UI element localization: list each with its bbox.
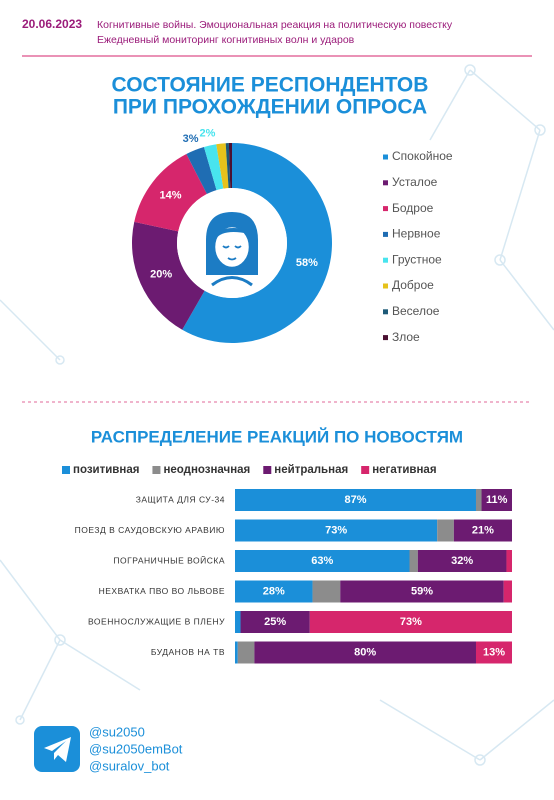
donut-chart: 58% 20% 14% 3% 2% (132, 128, 332, 343)
legend-label: Доброе (392, 278, 434, 292)
bar-segment (417, 550, 507, 572)
legend-swatch (263, 466, 272, 474)
data-label: 25% (264, 616, 286, 628)
legend-swatch (383, 283, 388, 289)
bar-segment (254, 641, 476, 664)
donut-slice (228, 143, 232, 189)
bar-segment (240, 611, 310, 633)
face-icon (177, 188, 287, 298)
data-label: 73% (400, 616, 422, 628)
data-label: 80% (354, 646, 376, 658)
legend-label: негативная (372, 464, 436, 476)
legend-swatch (383, 257, 388, 263)
category-label: ПОГРАНИЧНЫЕ ВОЙСКА (113, 554, 225, 565)
bar-segment (235, 641, 238, 664)
handle: @su2050 (89, 724, 145, 739)
category-label: ПОЕЗД В САУДОВСКУЮ АРАВИЮ (75, 525, 225, 535)
legend-label: Злое (392, 330, 420, 344)
donut-slice (182, 143, 332, 343)
category-label: НЕХВАТКА ПВО ВО ЛЬВОВЕ (99, 586, 225, 596)
donut-slice (216, 143, 229, 189)
bar-chart: позитивная неоднозначная нейтральная негати… (62, 464, 512, 664)
chart-title: СОСТОЯНИЕ РЕСПОНДЕНТОВ (112, 74, 429, 97)
bar-segment (481, 489, 512, 511)
data-label: 11% (486, 494, 508, 506)
background-network (0, 64, 554, 766)
bar-segment (475, 641, 512, 664)
bar-segment (437, 519, 454, 542)
data-label: 58% (296, 257, 318, 269)
data-label: 2% (199, 128, 215, 140)
bar-segment (235, 580, 313, 603)
data-label: 21% (472, 524, 494, 536)
legend-label: Веселое (392, 304, 440, 318)
telegram-icon (34, 726, 80, 772)
legend: Спокойное Усталое Бодрое Нервное Грустное Доб… (383, 149, 453, 344)
legend-swatch (383, 335, 388, 341)
bar-segment (237, 641, 255, 664)
bar-segment (235, 611, 241, 633)
bar-segment (503, 580, 512, 603)
donut-slice (132, 221, 205, 330)
handle: @suralov_bot (89, 758, 170, 773)
legend-swatch (383, 206, 388, 212)
data-label: 59% (411, 585, 433, 597)
legend-swatch (152, 466, 161, 474)
legend-swatch (62, 466, 70, 474)
bar-segment (506, 550, 512, 572)
bar-segment (475, 489, 482, 511)
chart-title: ПРИ ПРОХОЖДЕНИИ ОПРОСА (113, 96, 427, 119)
bar-segment (235, 519, 438, 542)
donut-slice (203, 144, 224, 191)
legend-label: Бодрое (392, 201, 434, 215)
data-label: 14% (160, 190, 182, 202)
data-label: 28% (263, 585, 285, 597)
legend-swatch (361, 466, 370, 474)
handle: @su2050emBot (89, 741, 183, 756)
data-label: 63% (311, 555, 333, 567)
bar-segment (340, 580, 504, 603)
legend-swatch (383, 231, 388, 237)
data-label: 20% (150, 268, 172, 280)
chart-title: РАСПРЕДЕЛЕНИЕ РЕАКЦИЙ ПО НОВОСТЯМ (91, 427, 463, 446)
legend-label: Усталое (392, 175, 438, 189)
donut-slice (186, 147, 217, 195)
bar-segment (312, 580, 341, 603)
header-line: Когнитивные войны. Эмоциональная реакция… (97, 19, 453, 31)
legend-label: Грустное (392, 252, 442, 266)
bar-segment (235, 550, 410, 572)
bar-segment (453, 519, 512, 542)
data-label: 13% (483, 646, 505, 658)
bar-segment (235, 489, 476, 511)
donut-slice (225, 143, 231, 189)
legend-swatch (383, 309, 388, 315)
data-label: 73% (325, 524, 347, 536)
category-label: ЗАЩИТА ДЛЯ СУ-34 (136, 494, 225, 504)
date: 20.06.2023 (22, 17, 82, 31)
category-label: ВОЕННОСЛУЖАЩИЕ В ПЛЕНУ (88, 616, 225, 626)
legend-label: Нервное (392, 227, 441, 241)
header-line: Ежедневный мониторинг когнитивных волн и… (97, 34, 355, 46)
bar-segment (409, 550, 418, 572)
legend-label: неоднозначная (163, 464, 250, 476)
legend-label: Спокойное (392, 149, 453, 163)
legend-swatch (383, 180, 388, 186)
legend-label: нейтральная (274, 464, 348, 476)
bar-segment (309, 611, 512, 633)
category-label: БУДАНОВ НА ТВ (151, 647, 225, 657)
legend-swatch (383, 154, 388, 160)
data-label: 87% (344, 494, 366, 506)
data-label: 3% (183, 133, 199, 145)
data-label: 32% (451, 555, 473, 567)
legend-label: позитивная (73, 464, 139, 476)
donut-slice (134, 154, 207, 232)
